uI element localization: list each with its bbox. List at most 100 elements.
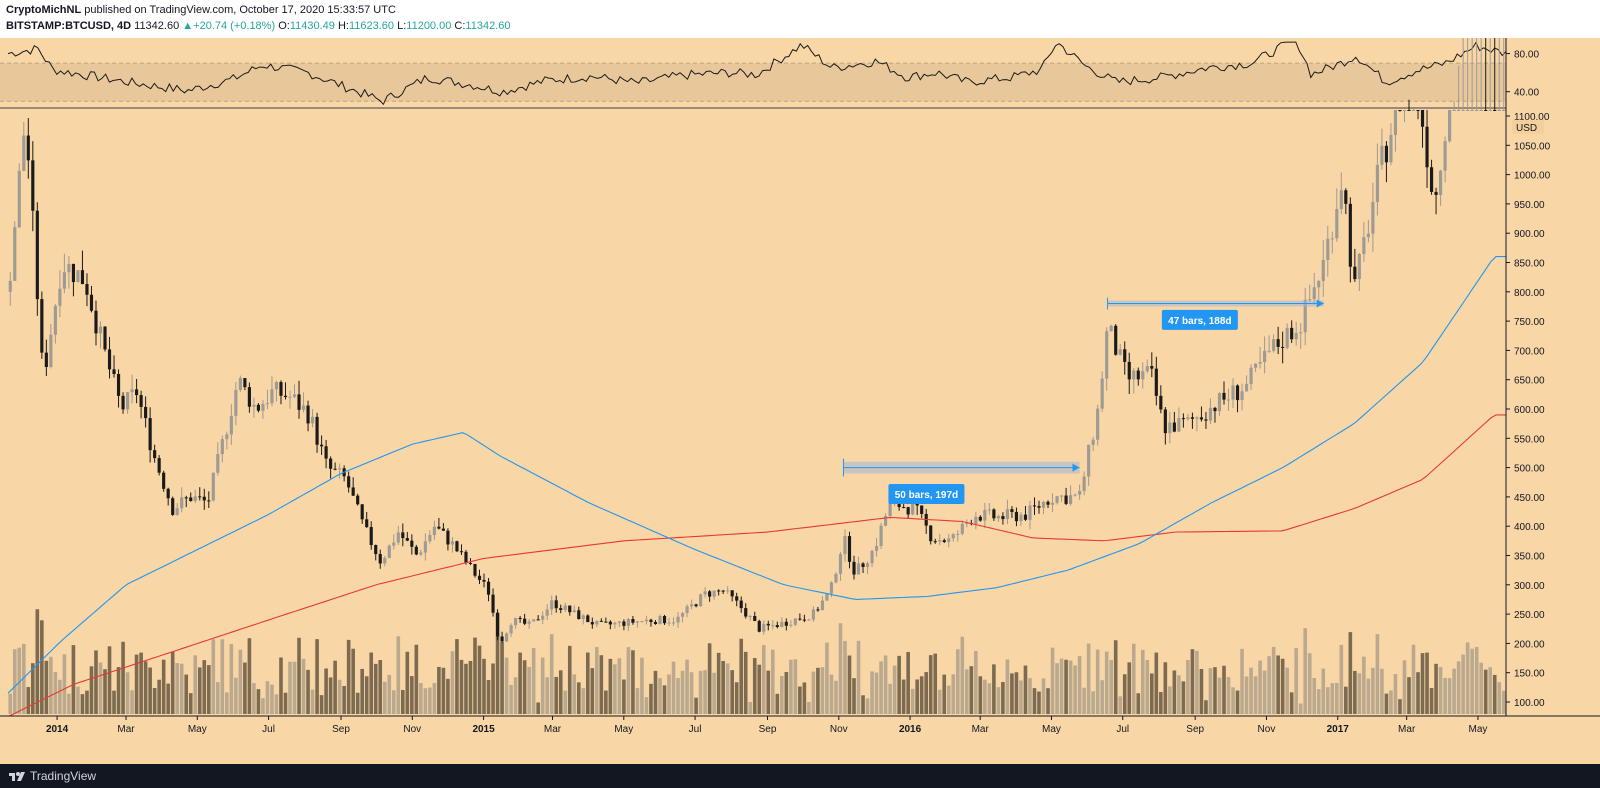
rsi-pane[interactable] bbox=[0, 41, 1507, 106]
volume-bar bbox=[197, 667, 202, 714]
candle bbox=[613, 621, 617, 629]
candle-body bbox=[247, 387, 251, 407]
symbol-name[interactable]: BITSTAMP:BTCUSD, 4D bbox=[6, 20, 132, 32]
volume-bar bbox=[482, 658, 486, 714]
candle bbox=[130, 374, 134, 404]
volume-bar bbox=[1190, 649, 1195, 714]
candle bbox=[306, 400, 310, 432]
candle bbox=[983, 502, 987, 529]
candle-body bbox=[297, 394, 301, 410]
volume-bar bbox=[613, 664, 617, 714]
chart-svg[interactable]: 50 bars, 197d 47 bars, 188d 100.00 150.00 2… bbox=[0, 0, 1600, 764]
candle-body bbox=[500, 636, 504, 642]
candle bbox=[374, 544, 378, 561]
volume-bar bbox=[847, 655, 852, 714]
candle-body bbox=[1281, 346, 1285, 348]
candle-body bbox=[274, 382, 279, 390]
volume-bar bbox=[834, 680, 838, 714]
candle bbox=[1389, 123, 1393, 166]
volume-bar bbox=[292, 661, 297, 714]
candle-body bbox=[256, 404, 260, 411]
volume-bar bbox=[658, 678, 662, 714]
candle-body bbox=[419, 552, 423, 555]
candle-body bbox=[1019, 514, 1023, 522]
volume-bar bbox=[892, 665, 897, 714]
volume-bar bbox=[49, 656, 53, 714]
candle bbox=[1425, 110, 1429, 188]
volume-bar bbox=[112, 690, 116, 714]
candle-body bbox=[942, 540, 946, 543]
time-axis[interactable]: 2014 Mar May Jul Sep Nov 2015 Mar May Jul Sep Nov 20… bbox=[0, 715, 1600, 764]
candle bbox=[974, 511, 978, 530]
candle-body bbox=[1073, 494, 1077, 496]
candle bbox=[35, 202, 39, 316]
volume-bar bbox=[333, 660, 337, 714]
candle bbox=[1096, 404, 1100, 446]
candle bbox=[1434, 187, 1438, 215]
volume-bar bbox=[261, 698, 265, 714]
volume-bar bbox=[355, 692, 360, 714]
author-name[interactable]: CryptoMichNL bbox=[6, 4, 82, 16]
candle-body bbox=[1461, 110, 1465, 111]
candle-body bbox=[816, 609, 820, 611]
candle-body bbox=[1050, 502, 1055, 505]
volume-bar bbox=[211, 639, 216, 714]
candle-body bbox=[157, 458, 161, 473]
volume-bar bbox=[770, 649, 775, 714]
candle bbox=[649, 618, 653, 627]
tradingview-logo-icon[interactable] bbox=[8, 769, 26, 783]
candle-body bbox=[703, 591, 707, 595]
volume-bar bbox=[1280, 658, 1285, 714]
candle-body bbox=[721, 590, 725, 592]
volume-bar bbox=[428, 687, 432, 714]
footer-brand[interactable]: TradingView bbox=[30, 769, 97, 783]
candle bbox=[847, 531, 852, 569]
candle-body bbox=[153, 450, 157, 459]
candle bbox=[1141, 362, 1145, 389]
candle bbox=[816, 606, 820, 612]
volume-bar bbox=[1086, 643, 1091, 714]
range-label: 47 bars, 188d bbox=[1168, 316, 1231, 327]
candle-body bbox=[1321, 259, 1325, 281]
range-annotation[interactable]: 47 bars, 188d bbox=[1107, 297, 1324, 330]
candle bbox=[838, 551, 843, 581]
candle bbox=[699, 593, 703, 607]
candle-body bbox=[960, 523, 964, 534]
volume-bar bbox=[193, 655, 198, 714]
date-range-annotations[interactable]: 50 bars, 197d 47 bars, 188d bbox=[842, 297, 1324, 504]
candle bbox=[234, 381, 238, 426]
candle bbox=[495, 609, 500, 641]
volume-bar bbox=[1104, 651, 1109, 714]
volume-bar bbox=[229, 644, 234, 714]
candle-body bbox=[98, 326, 103, 334]
candle-body bbox=[811, 609, 815, 620]
volume-bar bbox=[252, 683, 256, 714]
candle-body bbox=[550, 600, 554, 610]
candle bbox=[103, 326, 107, 352]
candle-body bbox=[243, 378, 247, 388]
candle bbox=[220, 435, 224, 463]
range-annotation[interactable]: 50 bars, 197d bbox=[842, 458, 1080, 504]
candle bbox=[541, 611, 545, 624]
volume-bar bbox=[1014, 672, 1019, 714]
candle-body bbox=[771, 625, 775, 627]
price-axis[interactable]: 100.00 150.00 200.00 250.00 300.00 350.00 400.… bbox=[1505, 38, 1600, 716]
chart-area[interactable]: 50 bars, 197d 47 bars, 188d 100.00 150.00 2… bbox=[0, 0, 1600, 764]
volume-bar bbox=[545, 677, 549, 714]
volume-bar bbox=[342, 685, 346, 714]
volume-bar bbox=[1118, 696, 1123, 714]
candle-body bbox=[730, 590, 734, 597]
candle-body bbox=[1186, 417, 1190, 419]
candle bbox=[965, 519, 969, 528]
candle-body bbox=[699, 594, 703, 607]
volume-bar bbox=[766, 670, 771, 714]
volume-bar bbox=[910, 688, 915, 714]
candle-body bbox=[1317, 280, 1321, 288]
candle bbox=[1384, 141, 1389, 183]
volume-bar bbox=[369, 652, 374, 714]
volume-bar bbox=[1321, 668, 1326, 714]
candle-body bbox=[193, 496, 197, 502]
candle-body bbox=[491, 594, 495, 613]
candle bbox=[1438, 169, 1443, 206]
candle bbox=[477, 569, 482, 585]
